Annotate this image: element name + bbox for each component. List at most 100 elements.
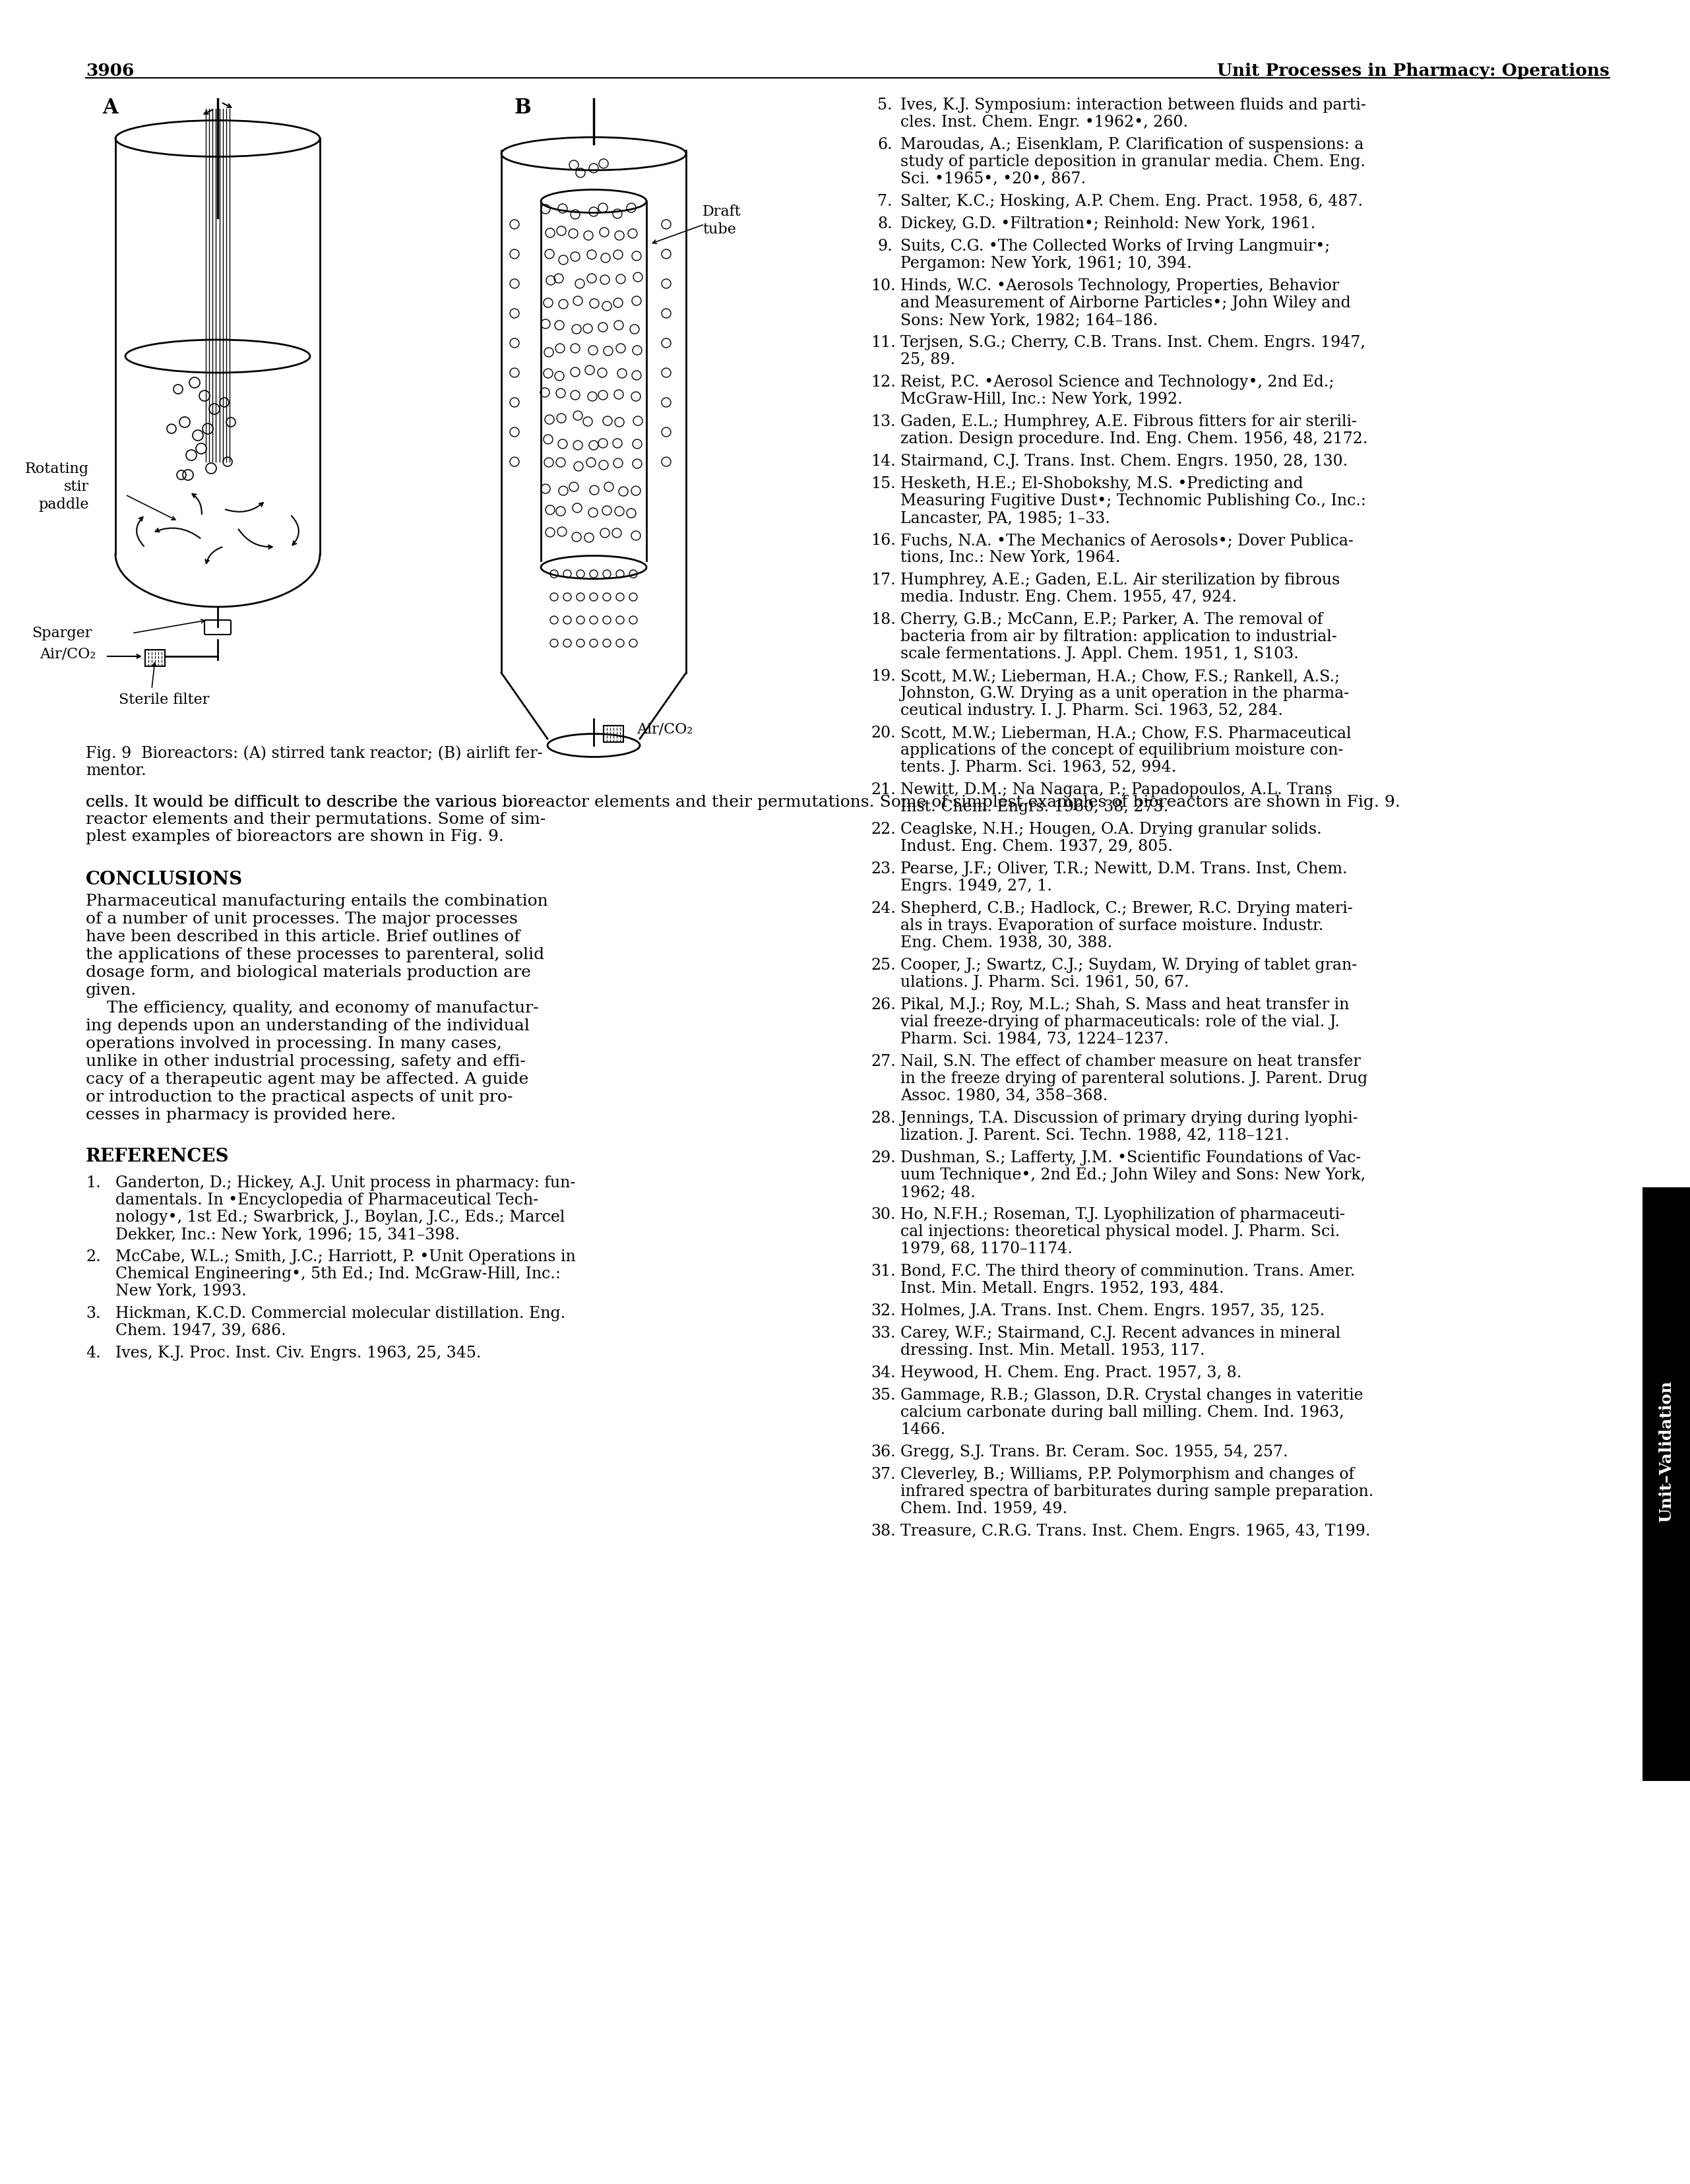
Text: 20.: 20. [870,725,896,740]
Text: 31.: 31. [870,1265,896,1280]
Text: 26.: 26. [870,998,896,1013]
Text: cacy of a therapeutic agent may be affected. A guide: cacy of a therapeutic agent may be affec… [86,1072,529,1088]
Text: 25.: 25. [870,959,896,972]
Text: infrared spectra of barbiturates during sample preparation.: infrared spectra of barbiturates during … [901,1485,1374,1498]
Text: 23.: 23. [870,860,896,876]
Text: Air/CO₂: Air/CO₂ [39,646,96,662]
Text: media. Industr. Eng. Chem. 1955, 47, 924.: media. Industr. Eng. Chem. 1955, 47, 924… [901,590,1237,605]
Text: Pharmaceutical manufacturing entails the combination: Pharmaceutical manufacturing entails the… [86,893,548,909]
Text: Shepherd, C.B.; Hadlock, C.; Brewer, R.C. Drying materi-: Shepherd, C.B.; Hadlock, C.; Brewer, R.C… [901,902,1352,917]
Text: the applications of these processes to parenteral, solid: the applications of these processes to p… [86,948,544,963]
Text: Assoc. 1980, 34, 358–368.: Assoc. 1980, 34, 358–368. [901,1088,1107,1103]
Text: applications of the concept of equilibrium moisture con-: applications of the concept of equilibri… [901,743,1344,758]
Text: 1979, 68, 1170–1174.: 1979, 68, 1170–1174. [901,1241,1073,1256]
Text: 3.: 3. [86,1306,101,1321]
Text: 14.: 14. [870,454,896,470]
Text: Fig. 9  Bioreactors: (A) stirred tank reactor; (B) airlift fer-
mentor.: Fig. 9 Bioreactors: (A) stirred tank rea… [86,745,542,778]
Text: 37.: 37. [870,1468,896,1483]
Text: Measuring Fugitive Dust•; Technomic Publishing Co., Inc.:: Measuring Fugitive Dust•; Technomic Publ… [901,494,1366,509]
Text: ulations. J. Pharm. Sci. 1961, 50, 67.: ulations. J. Pharm. Sci. 1961, 50, 67. [901,974,1190,989]
Text: unlike in other industrial processing, safety and effi-: unlike in other industrial processing, s… [86,1055,526,1070]
Text: Ganderton, D.; Hickey, A.J. Unit process in pharmacy: fun-: Ganderton, D.; Hickey, A.J. Unit process… [115,1175,575,1190]
Text: Treasure, C.R.G. Trans. Inst. Chem. Engrs. 1965, 43, T199.: Treasure, C.R.G. Trans. Inst. Chem. Engr… [901,1524,1371,1540]
Text: 9.: 9. [877,238,892,253]
Text: 34.: 34. [870,1365,896,1380]
Text: scale fermentations. J. Appl. Chem. 1951, 1, S103.: scale fermentations. J. Appl. Chem. 1951… [901,646,1298,662]
Text: Nail, S.N. The effect of chamber measure on heat transfer: Nail, S.N. The effect of chamber measure… [901,1055,1360,1070]
Text: 25, 89.: 25, 89. [901,352,955,367]
Text: Hinds, W.C. •Aerosols Technology, Properties, Behavior: Hinds, W.C. •Aerosols Technology, Proper… [901,277,1338,293]
Text: Jennings, T.A. Discussion of primary drying during lyophi-: Jennings, T.A. Discussion of primary dry… [901,1112,1359,1127]
Text: 12.: 12. [870,376,896,389]
Text: Eng. Chem. 1938, 30, 388.: Eng. Chem. 1938, 30, 388. [901,935,1112,950]
Text: Inst. Min. Metall. Engrs. 1952, 193, 484.: Inst. Min. Metall. Engrs. 1952, 193, 484… [901,1282,1224,1295]
Text: 5.: 5. [877,98,892,114]
Text: given.: given. [86,983,137,998]
Text: Pharm. Sci. 1984, 73, 1224–1237.: Pharm. Sci. 1984, 73, 1224–1237. [901,1031,1169,1046]
Text: REFERENCES: REFERENCES [86,1149,230,1166]
Text: Ives, K.J. Symposium: interaction between fluids and parti-: Ives, K.J. Symposium: interaction betwee… [901,98,1366,114]
Text: Hickman, K.C.D. Commercial molecular distillation. Eng.: Hickman, K.C.D. Commercial molecular dis… [115,1306,566,1321]
Text: 38.: 38. [870,1524,896,1540]
Bar [603,725,624,743]
Text: plest examples of bioreactors are shown in Fig. 9.: plest examples of bioreactors are shown … [86,830,504,845]
Text: Ives, K.J. Proc. Inst. Civ. Engrs. 1963, 25, 345.: Ives, K.J. Proc. Inst. Civ. Engrs. 1963,… [115,1345,482,1361]
Text: Air/CO₂: Air/CO₂ [637,721,693,736]
Text: Pearse, J.F.; Oliver, T.R.; Newitt, D.M. Trans. Inst, Chem.: Pearse, J.F.; Oliver, T.R.; Newitt, D.M.… [901,860,1347,876]
Text: Draft
tube: Draft tube [703,205,742,236]
Text: Heywood, H. Chem. Eng. Pract. 1957, 3, 8.: Heywood, H. Chem. Eng. Pract. 1957, 3, 8… [901,1365,1242,1380]
Text: of a number of unit processes. The major processes: of a number of unit processes. The major… [86,911,517,926]
Text: Johnston, G.W. Drying as a unit operation in the pharma-: Johnston, G.W. Drying as a unit operatio… [901,686,1349,701]
Text: Hesketh, H.E.; El-Shobokshy, M.S. •Predicting and: Hesketh, H.E.; El-Shobokshy, M.S. •Predi… [901,476,1303,491]
Text: 7.: 7. [877,194,892,210]
Text: ing depends upon an understanding of the individual: ing depends upon an understanding of the… [86,1018,529,1033]
Text: Rotating
stir
paddle: Rotating stir paddle [25,461,90,511]
Text: zation. Design procedure. Ind. Eng. Chem. 1956, 48, 2172.: zation. Design procedure. Ind. Eng. Chem… [901,432,1367,446]
Text: Pikal, M.J.; Roy, M.L.; Shah, S. Mass and heat transfer in: Pikal, M.J.; Roy, M.L.; Shah, S. Mass an… [901,998,1349,1013]
Text: and Measurement of Airborne Particles•; John Wiley and: and Measurement of Airborne Particles•; … [901,295,1350,310]
Text: study of particle deposition in granular media. Chem. Eng.: study of particle deposition in granular… [901,155,1366,170]
Text: 2.: 2. [86,1249,101,1265]
Text: cal injections: theoretical physical model. J. Pharm. Sci.: cal injections: theoretical physical mod… [901,1225,1340,1241]
Text: cells. It would be difficult to describe the various bio-: cells. It would be difficult to describe… [86,795,534,810]
Text: 15.: 15. [870,476,896,491]
Text: McGraw-Hill, Inc.: New York, 1992.: McGraw-Hill, Inc.: New York, 1992. [901,391,1183,406]
Text: Sci. •1965•, •20•, 867.: Sci. •1965•, •20•, 867. [901,173,1087,186]
Text: Sons: New York, 1982; 164–186.: Sons: New York, 1982; 164–186. [901,312,1158,328]
Text: reactor elements and their permutations. Some of sim-: reactor elements and their permutations.… [86,812,546,828]
Text: 8.: 8. [877,216,892,232]
Text: bacteria from air by filtration: application to industrial-: bacteria from air by filtration: applica… [901,629,1337,644]
Text: 29.: 29. [870,1151,896,1166]
Text: Carey, W.F.; Stairmand, C.J. Recent advances in mineral: Carey, W.F.; Stairmand, C.J. Recent adva… [901,1326,1340,1341]
Text: vial freeze-drying of pharmaceuticals: role of the vial. J.: vial freeze-drying of pharmaceuticals: r… [901,1016,1340,1029]
Text: Chemical Engineering•, 5th Ed.; Ind. McGraw-Hill, Inc.:: Chemical Engineering•, 5th Ed.; Ind. McG… [115,1267,561,1282]
Text: Suits, C.G. •The Collected Works of Irving Langmuir•;: Suits, C.G. •The Collected Works of Irvi… [901,238,1330,253]
Text: Salter, K.C.; Hosking, A.P. Chem. Eng. Pract. 1958, 6, 487.: Salter, K.C.; Hosking, A.P. Chem. Eng. P… [901,194,1362,210]
Text: 11.: 11. [870,334,896,349]
Text: Cleverley, B.; Williams, P.P. Polymorphism and changes of: Cleverley, B.; Williams, P.P. Polymorphi… [901,1468,1354,1483]
Text: 3906: 3906 [86,63,134,79]
Text: 13.: 13. [870,415,896,430]
Bar [145,649,166,666]
Text: Ceaglske, N.H.; Hougen, O.A. Drying granular solids.: Ceaglske, N.H.; Hougen, O.A. Drying gran… [901,821,1322,836]
Text: tions, Inc.: New York, 1964.: tions, Inc.: New York, 1964. [901,550,1120,566]
Text: 28.: 28. [870,1112,896,1127]
Bar [1643,1188,1690,1780]
Text: Humphrey, A.E.; Gaden, E.L. Air sterilization by fibrous: Humphrey, A.E.; Gaden, E.L. Air steriliz… [901,572,1340,587]
Text: 1466.: 1466. [901,1422,945,1437]
Text: Cherry, G.B.; McCann, E.P.; Parker, A. The removal of: Cherry, G.B.; McCann, E.P.; Parker, A. T… [901,612,1323,627]
Text: 17.: 17. [870,572,896,587]
Text: Engrs. 1949, 27, 1.: Engrs. 1949, 27, 1. [901,878,1053,893]
Text: lization. J. Parent. Sci. Techn. 1988, 42, 118–121.: lization. J. Parent. Sci. Techn. 1988, 4… [901,1127,1289,1142]
Text: Lancaster, PA, 1985; 1–33.: Lancaster, PA, 1985; 1–33. [901,511,1110,526]
Text: Pergamon: New York, 1961; 10, 394.: Pergamon: New York, 1961; 10, 394. [901,256,1191,271]
Text: Fuchs, N.A. •The Mechanics of Aerosols•; Dover Publica-: Fuchs, N.A. •The Mechanics of Aerosols•;… [901,533,1354,548]
Text: Dushman, S.; Lafferty, J.M. •Scientific Foundations of Vac-: Dushman, S.; Lafferty, J.M. •Scientific … [901,1151,1360,1166]
Text: calcium carbonate during ball milling. Chem. Ind. 1963,: calcium carbonate during ball milling. C… [901,1404,1344,1420]
Text: Terjsen, S.G.; Cherry, C.B. Trans. Inst. Chem. Engrs. 1947,: Terjsen, S.G.; Cherry, C.B. Trans. Inst.… [901,334,1366,349]
Text: 27.: 27. [870,1055,896,1070]
Text: 24.: 24. [870,902,896,917]
Text: 22.: 22. [870,821,896,836]
FancyBboxPatch shape [204,620,232,636]
Text: New York, 1993.: New York, 1993. [115,1284,247,1299]
